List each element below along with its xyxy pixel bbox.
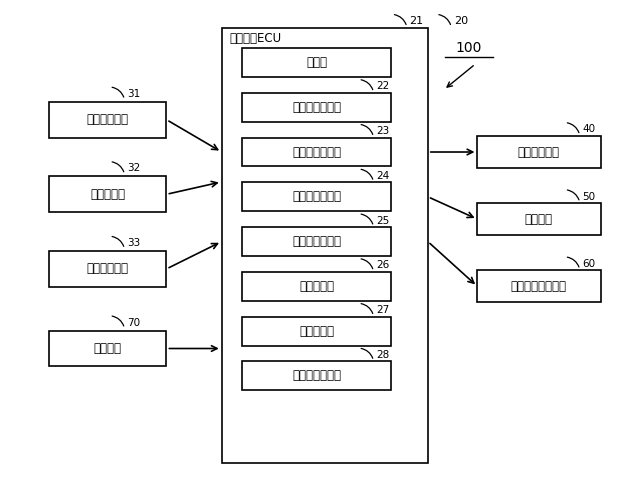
Text: 警報装置: 警報装置 bbox=[525, 213, 553, 226]
Text: レーダセンサ: レーダセンサ bbox=[86, 113, 129, 126]
FancyBboxPatch shape bbox=[477, 270, 601, 302]
Text: 100: 100 bbox=[456, 41, 483, 55]
FancyBboxPatch shape bbox=[243, 93, 392, 122]
FancyBboxPatch shape bbox=[243, 227, 392, 256]
FancyBboxPatch shape bbox=[49, 177, 166, 212]
Text: 26: 26 bbox=[376, 261, 389, 271]
Text: 33: 33 bbox=[127, 238, 140, 248]
Text: 物標情報検出部: 物標情報検出部 bbox=[292, 145, 341, 158]
FancyBboxPatch shape bbox=[243, 272, 392, 301]
FancyBboxPatch shape bbox=[477, 136, 601, 168]
Text: 50: 50 bbox=[582, 192, 595, 202]
Text: 衝突判定部: 衝突判定部 bbox=[300, 280, 334, 293]
Text: 20: 20 bbox=[454, 16, 468, 26]
FancyBboxPatch shape bbox=[49, 102, 166, 138]
Text: 24: 24 bbox=[376, 171, 389, 181]
Text: 車速センサ: 車速センサ bbox=[90, 188, 125, 201]
FancyBboxPatch shape bbox=[243, 138, 392, 166]
Text: 取得部: 取得部 bbox=[307, 56, 327, 69]
Text: 40: 40 bbox=[582, 124, 595, 134]
Text: 32: 32 bbox=[127, 163, 140, 174]
Text: 60: 60 bbox=[582, 259, 595, 269]
Text: シートベルト装置: シートベルト装置 bbox=[511, 280, 567, 293]
Text: 自車進路推定部: 自車進路推定部 bbox=[292, 235, 341, 248]
Text: フィルタ設定部: フィルタ設定部 bbox=[292, 369, 341, 382]
Text: ブレーキ装置: ブレーキ装置 bbox=[518, 145, 560, 158]
FancyBboxPatch shape bbox=[221, 28, 428, 463]
FancyBboxPatch shape bbox=[243, 362, 392, 390]
FancyBboxPatch shape bbox=[477, 203, 601, 235]
Text: 25: 25 bbox=[376, 216, 389, 226]
Text: 22: 22 bbox=[376, 81, 389, 92]
Text: 23: 23 bbox=[376, 126, 389, 136]
Text: 70: 70 bbox=[127, 317, 140, 327]
Text: 運転支援ECU: 運転支援ECU bbox=[229, 32, 282, 45]
FancyBboxPatch shape bbox=[49, 251, 166, 287]
Text: 物標進路推定部: 物標進路推定部 bbox=[292, 190, 341, 203]
Text: 31: 31 bbox=[127, 89, 140, 99]
Text: 変速装置: 変速装置 bbox=[93, 342, 122, 355]
FancyBboxPatch shape bbox=[243, 317, 392, 346]
Text: 21: 21 bbox=[410, 16, 424, 26]
Text: 27: 27 bbox=[376, 305, 389, 315]
Text: 操舵角センサ: 操舵角センサ bbox=[86, 263, 129, 276]
FancyBboxPatch shape bbox=[49, 330, 166, 366]
Text: 車両制御部: 車両制御部 bbox=[300, 324, 334, 338]
FancyBboxPatch shape bbox=[243, 183, 392, 211]
Text: 28: 28 bbox=[376, 350, 389, 360]
Text: フィルタ処理部: フィルタ処理部 bbox=[292, 101, 341, 114]
FancyBboxPatch shape bbox=[243, 48, 392, 77]
